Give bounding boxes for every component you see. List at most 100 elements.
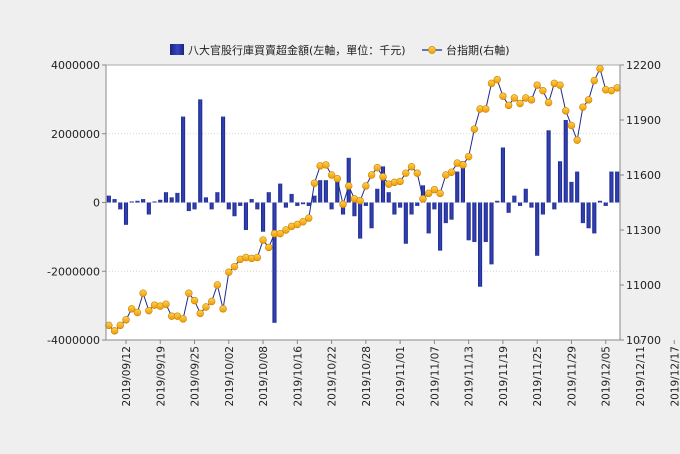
bar bbox=[123, 202, 129, 225]
line-point bbox=[230, 262, 239, 271]
bar bbox=[278, 183, 283, 203]
bar bbox=[329, 202, 334, 210]
line-point bbox=[322, 161, 330, 169]
bar bbox=[523, 188, 528, 203]
line-point bbox=[116, 321, 124, 330]
bar bbox=[580, 202, 585, 224]
bar bbox=[118, 202, 123, 210]
bar bbox=[352, 202, 357, 217]
right-axis: 12200 11900 11600 11300 11000 10700 bbox=[619, 59, 661, 347]
x-tick-label: 2019/09/12 bbox=[121, 346, 133, 407]
bar bbox=[415, 202, 420, 206]
line-point bbox=[596, 64, 604, 73]
line-point bbox=[510, 94, 519, 102]
bar bbox=[272, 202, 277, 323]
bar bbox=[295, 202, 300, 206]
line-point bbox=[447, 168, 456, 176]
bar bbox=[340, 202, 346, 215]
line-point bbox=[487, 79, 496, 88]
line-point bbox=[259, 236, 267, 244]
line-point bbox=[493, 75, 501, 84]
x-tick-label: 2019/10/22 bbox=[327, 346, 339, 407]
x-tick-label: 2019/10/28 bbox=[361, 346, 373, 407]
bar bbox=[260, 202, 266, 232]
x-axis: 2019/09/12 2019/09/19 2019/09/25 2019/10/02… bbox=[106, 339, 680, 407]
left-tick-label: -4000000 bbox=[47, 334, 100, 347]
bar bbox=[375, 188, 380, 203]
bar bbox=[306, 202, 311, 206]
line-point bbox=[533, 81, 541, 89]
bar bbox=[106, 195, 111, 203]
right-tick-label: 11600 bbox=[626, 169, 661, 182]
bar bbox=[283, 202, 288, 208]
bar bbox=[300, 202, 306, 205]
line-point bbox=[424, 189, 433, 198]
right-tick-label: 10700 bbox=[626, 334, 661, 347]
line-point bbox=[356, 196, 364, 205]
line-point bbox=[562, 107, 570, 115]
line-point bbox=[299, 218, 307, 226]
bar bbox=[249, 199, 254, 203]
x-tick-label: 2019/11/07 bbox=[429, 346, 441, 407]
bar bbox=[472, 202, 477, 243]
bar bbox=[363, 202, 368, 206]
line-point bbox=[225, 268, 233, 276]
left-tick-label: 0 bbox=[93, 197, 100, 210]
bar bbox=[169, 197, 174, 203]
bar bbox=[152, 201, 157, 203]
line-point bbox=[556, 81, 564, 89]
line-point bbox=[282, 226, 290, 234]
line-point bbox=[310, 179, 319, 187]
bar bbox=[420, 185, 426, 203]
left-tick-label: 4000000 bbox=[51, 59, 100, 72]
bar bbox=[380, 166, 386, 203]
bar bbox=[466, 202, 471, 241]
line-point bbox=[430, 185, 439, 194]
line-point bbox=[367, 171, 376, 179]
bar bbox=[175, 192, 180, 203]
bar bbox=[443, 202, 448, 224]
line-point bbox=[482, 105, 490, 113]
line-point bbox=[139, 289, 147, 297]
line-point bbox=[162, 300, 170, 308]
x-tick-label: 2019/11/13 bbox=[464, 346, 476, 407]
bar bbox=[557, 161, 563, 203]
bar bbox=[586, 202, 591, 229]
x-tick-label: 2019/12/17 bbox=[669, 346, 680, 407]
bar bbox=[592, 202, 597, 234]
x-tick-label: 2019/09/25 bbox=[190, 346, 202, 407]
line-point bbox=[407, 163, 416, 171]
legend: 八大官股行庫買賣超金額(左軸，單位：千元) 台指期(右軸) bbox=[170, 43, 510, 57]
bar bbox=[517, 202, 523, 206]
bar bbox=[232, 202, 237, 217]
bar bbox=[483, 202, 488, 243]
bar bbox=[226, 202, 231, 210]
line-point bbox=[402, 169, 410, 177]
bar bbox=[141, 199, 146, 203]
line-point bbox=[573, 136, 581, 144]
bar bbox=[289, 193, 294, 203]
bar bbox=[215, 192, 220, 203]
bar bbox=[512, 195, 517, 203]
line-point bbox=[179, 315, 187, 323]
bar bbox=[323, 180, 328, 203]
line-point bbox=[202, 303, 210, 311]
bar bbox=[312, 195, 317, 203]
x-tick-label: 2019/12/05 bbox=[601, 346, 613, 407]
line-point bbox=[133, 308, 142, 317]
line-point bbox=[504, 101, 513, 110]
bar bbox=[181, 116, 186, 203]
x-tick-label: 2019/12/11 bbox=[635, 346, 647, 407]
bar bbox=[615, 171, 620, 203]
line-point bbox=[567, 121, 576, 130]
line-point bbox=[276, 229, 284, 238]
line-point bbox=[345, 182, 353, 190]
bar bbox=[529, 202, 534, 208]
bar bbox=[203, 197, 209, 203]
line-point bbox=[339, 200, 347, 209]
bar bbox=[386, 192, 391, 203]
bar bbox=[552, 202, 557, 210]
bar bbox=[198, 99, 203, 203]
